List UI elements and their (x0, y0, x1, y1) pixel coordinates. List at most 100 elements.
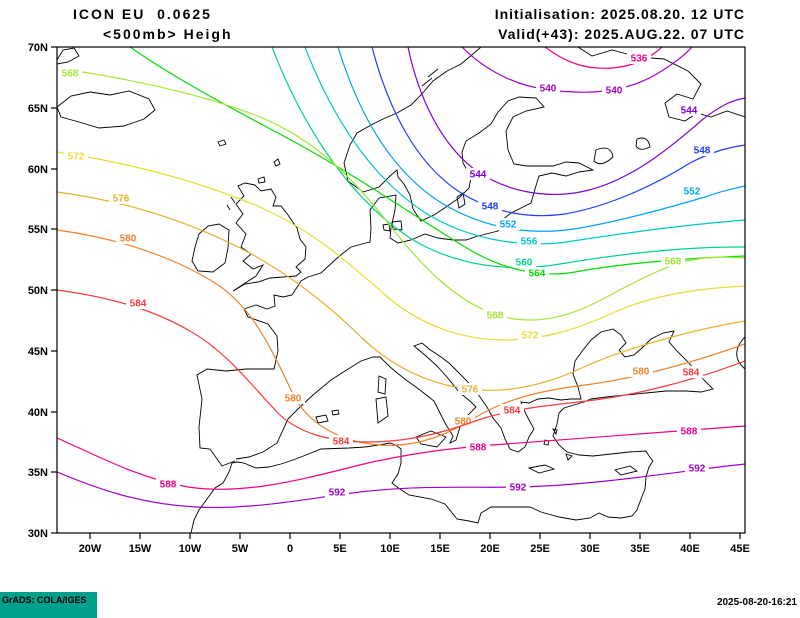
contour-label-gap (536, 82, 560, 94)
lon-tick-label: 40E (680, 543, 700, 555)
lon-tick-label: 15W (129, 543, 152, 555)
lat-tick-label: 40N (28, 407, 48, 419)
contour-label-gap (525, 267, 549, 279)
contour-label-gap (496, 218, 520, 230)
contour-label: 580 (285, 394, 302, 405)
contour-label-gap (627, 52, 651, 64)
lon-tick-label: 20E (480, 543, 500, 555)
contour-label-gap (478, 200, 502, 212)
contour-label-gap (483, 309, 507, 321)
contour-548 (371, 47, 745, 217)
contour-label: 536 (631, 54, 648, 65)
contour-576 (57, 191, 745, 391)
contour-label-gap (466, 441, 490, 453)
contour-label: 592 (329, 488, 346, 499)
coastline-path (377, 375, 387, 395)
coastline-path (456, 192, 466, 209)
contour-label-gap (690, 144, 714, 156)
contour-label-gap (458, 383, 482, 395)
contour-label-gap (680, 185, 704, 197)
coastline-path (614, 465, 639, 476)
contour-label: 540 (606, 86, 623, 97)
coastline-path (217, 139, 227, 147)
contour-label: 568 (665, 257, 682, 268)
contour-label-gap (116, 232, 140, 244)
contour-label-gap (517, 235, 541, 247)
contour-label: 584 (130, 299, 147, 310)
contour-label: 544 (470, 170, 487, 181)
grads-credit: GrADS: COLA/IGES (2, 595, 87, 605)
contour-564 (129, 47, 745, 275)
contour-label-gap (629, 365, 653, 377)
coastline-path (57, 47, 80, 65)
contour-label-gap (156, 478, 180, 490)
coastline-path (565, 453, 573, 461)
contour-label-gap (126, 297, 150, 309)
contour-label-gap (677, 425, 701, 437)
contour-label: 588 (160, 480, 177, 491)
contour-572 (57, 151, 745, 341)
lon-tick-label: 30E (580, 543, 600, 555)
contour-label: 552 (684, 187, 701, 198)
coastline-path (273, 158, 281, 167)
contour-560 (271, 47, 745, 269)
contour-label-gap (518, 329, 542, 341)
coastline-path (315, 414, 329, 424)
contour-label: 572 (522, 331, 539, 342)
coastline-path (375, 396, 389, 424)
lat-tick-label: 70N (28, 42, 48, 54)
contour-label-gap (451, 415, 475, 427)
coastlines (57, 47, 745, 533)
lat-tick-label: 35N (28, 467, 48, 479)
coastline-path (232, 182, 307, 292)
contour-552 (337, 47, 745, 232)
contour-label: 580 (455, 417, 472, 428)
init-time-label: Initialisation: 2025.08.20. 12 UTC (494, 6, 745, 22)
contour-label-gap (679, 366, 703, 378)
field-title: <500mb> Heigh (103, 26, 233, 42)
coastline-path (635, 137, 651, 150)
lon-tick-label: 5E (333, 543, 346, 555)
coastline-path (736, 336, 745, 370)
contour-label-gap (506, 481, 530, 493)
contour-label: 584 (333, 437, 350, 448)
coastline-path (331, 409, 340, 416)
contour-label: 576 (462, 385, 479, 396)
lat-tick-label: 45N (28, 346, 48, 358)
coastline-path (196, 47, 595, 467)
lat-axis: 70N 65N 60N 55N 50N 45N 40N 35N 30N (28, 42, 57, 540)
contour-label: 588 (470, 443, 487, 454)
contour-580 (57, 229, 745, 446)
lon-tick-label: 10W (179, 543, 202, 555)
contour-label: 580 (633, 367, 650, 378)
contour-label-gap (64, 150, 88, 162)
contour-label: 592 (689, 464, 706, 475)
lon-tick-label: 10E (380, 543, 400, 555)
contour-label-gap (325, 486, 349, 498)
contour-544 (407, 47, 745, 196)
contour-label: 544 (681, 106, 698, 117)
lon-tick-label: 0 (287, 543, 293, 555)
lon-axis: 20W 15W 10W 5W 0 5E 10E 15E 20E 25E 30E 35E 40E 45E (79, 533, 750, 555)
contour-label: 556 (521, 237, 538, 248)
coastline-path (257, 176, 266, 184)
contour-label: 588 (681, 427, 698, 438)
contour-592 (57, 463, 745, 509)
coastline-path (57, 90, 156, 129)
contour-584 (57, 289, 745, 443)
coastline-path (415, 430, 447, 448)
contour-540 (461, 47, 693, 93)
contour-label: 564 (529, 269, 546, 280)
coastline-path (190, 328, 714, 533)
contour-label: 560 (516, 258, 533, 269)
contour-label-gap (109, 192, 133, 204)
contour-label: 572 (68, 152, 85, 163)
generation-timestamp: 2025-08-20-16:21 (716, 597, 797, 608)
contour-label-gap (58, 67, 82, 79)
contour-label-gap (466, 168, 490, 180)
contour-label: 552 (500, 220, 517, 231)
contour-label-gap (661, 255, 685, 267)
contour-label: 548 (694, 146, 711, 157)
